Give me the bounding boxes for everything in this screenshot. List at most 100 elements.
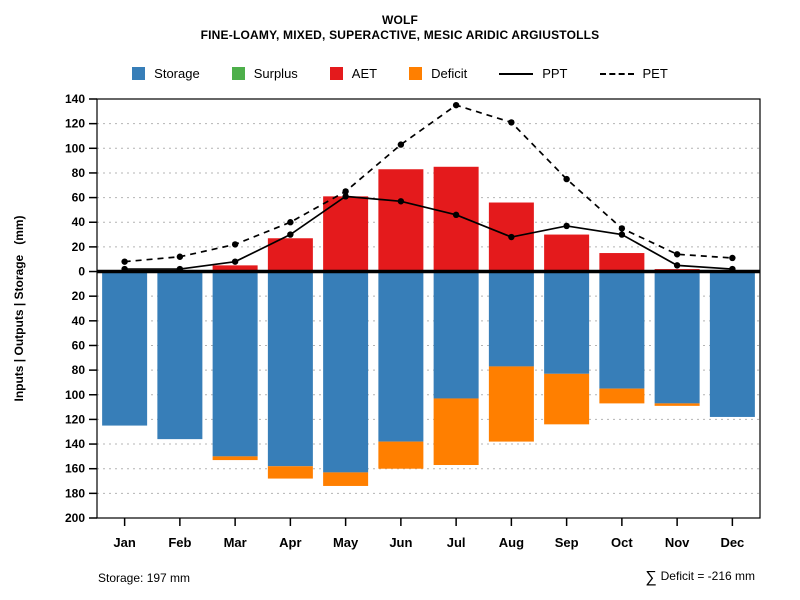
aet-bar-May bbox=[323, 196, 369, 272]
y-tick-label: 100 bbox=[65, 388, 85, 402]
y-tick-label: 160 bbox=[65, 462, 85, 476]
month-label-Apr: Apr bbox=[279, 535, 301, 550]
y-tick-label: 140 bbox=[65, 92, 85, 106]
pet-line bbox=[124, 104, 733, 263]
legend-label: PPT bbox=[542, 66, 568, 81]
month-label-Aug: Aug bbox=[499, 535, 524, 550]
sigma-symbol: ∑ bbox=[645, 569, 657, 586]
deficit-bar-Oct bbox=[599, 388, 645, 404]
deficit-bar-Sep bbox=[544, 373, 590, 425]
ppt-point-Jun bbox=[397, 198, 405, 205]
y-tick-label: 60 bbox=[72, 191, 86, 205]
ppt-line-sample-icon bbox=[499, 72, 534, 75]
storage-bar-Mar bbox=[212, 271, 258, 457]
deficit-bar-Nov bbox=[654, 403, 700, 406]
y-tick-label: 120 bbox=[65, 412, 85, 426]
storage-note: Storage: 197 mm bbox=[98, 571, 191, 585]
storage-swatch-icon bbox=[132, 67, 146, 80]
legend-label: Surplus bbox=[253, 66, 298, 81]
chart-title: WOLF bbox=[381, 13, 419, 27]
y-tick-label: 60 bbox=[72, 338, 86, 352]
month-label-Jan: Jan bbox=[113, 535, 135, 550]
storage-bar-Jan bbox=[102, 271, 148, 426]
aet-bar-Jun bbox=[378, 169, 424, 272]
storage-bar-Jun bbox=[378, 271, 424, 442]
storage-bar-Jul bbox=[433, 271, 479, 399]
pet-point-Jul bbox=[452, 101, 460, 109]
legend-item-surplus: Surplus bbox=[231, 66, 298, 81]
legend-item-ppt: PPT bbox=[499, 66, 568, 81]
ppt-line bbox=[124, 195, 733, 270]
ppt-point-Jan bbox=[121, 265, 128, 273]
pet-point-Aug bbox=[508, 119, 515, 126]
storage-bar-Dec bbox=[709, 271, 755, 417]
ppt-point-Jul bbox=[452, 211, 460, 219]
aet-bar-Sep bbox=[544, 234, 590, 272]
aet-bar-Apr bbox=[267, 238, 313, 272]
chart-subtitle: FINE-LOAMY, MIXED, SUPERACTIVE, MESIC AR… bbox=[200, 28, 600, 42]
ppt-point-Apr bbox=[287, 231, 294, 238]
gridlines bbox=[97, 98, 760, 519]
y-tick-label: 0 bbox=[78, 265, 85, 279]
storage-bar-Oct bbox=[599, 271, 645, 389]
legend-label: PET bbox=[642, 66, 668, 81]
deficit-bar-Jun bbox=[378, 441, 424, 469]
aet-bar-Mar bbox=[212, 265, 258, 272]
pet-point-Jun bbox=[397, 141, 405, 148]
deficit-bar-Jul bbox=[433, 398, 479, 466]
y-tick-label: 80 bbox=[72, 363, 86, 377]
series-lines bbox=[121, 101, 736, 273]
month-label-Mar: Mar bbox=[224, 535, 247, 550]
deficit-note-text: Deficit = -216 mm bbox=[660, 569, 755, 583]
pet-line-sample-icon bbox=[599, 72, 634, 75]
deficit-swatch-icon bbox=[409, 67, 423, 80]
ppt-point-Nov bbox=[673, 262, 681, 269]
month-label-Jun: Jun bbox=[389, 535, 412, 550]
y-tick-label: 80 bbox=[72, 166, 86, 180]
axes: 2001801601401201008060402002040608010012… bbox=[12, 92, 761, 550]
surplus-swatch-icon bbox=[231, 67, 245, 80]
legend-item-pet: PET bbox=[599, 66, 668, 81]
ppt-point-Feb bbox=[176, 265, 184, 273]
legend-item-deficit: Deficit bbox=[409, 66, 467, 81]
pet-point-Oct bbox=[618, 225, 626, 232]
pet-point-Apr bbox=[287, 219, 294, 226]
deficit-bar-May bbox=[323, 472, 369, 486]
ppt-point-Mar bbox=[231, 258, 239, 265]
pet-point-May bbox=[342, 188, 349, 195]
ppt-point-Dec bbox=[729, 265, 736, 273]
ppt-point-Aug bbox=[508, 233, 515, 241]
pet-point-Mar bbox=[231, 241, 239, 248]
storage-bar-Sep bbox=[544, 271, 590, 374]
pet-point-Dec bbox=[729, 254, 736, 262]
legend-label: AET bbox=[351, 66, 378, 81]
y-tick-label: 100 bbox=[65, 141, 85, 155]
aet-bar-Jul bbox=[433, 166, 479, 272]
month-label-May: May bbox=[333, 535, 359, 550]
deficit-bar-Mar bbox=[212, 456, 258, 461]
pet-point-Nov bbox=[673, 251, 681, 258]
deficit-bar-Aug bbox=[488, 366, 534, 442]
y-tick-label: 40 bbox=[72, 215, 86, 229]
pet-point-Sep bbox=[563, 175, 570, 183]
ppt-point-Sep bbox=[563, 222, 570, 230]
y-tick-label: 120 bbox=[65, 117, 85, 131]
month-label-Sep: Sep bbox=[555, 535, 579, 550]
storage-bar-Aug bbox=[488, 271, 534, 367]
storage-bar-May bbox=[323, 271, 369, 473]
chart-legend: Storage Surplus AET Deficit PPT PET bbox=[0, 66, 800, 81]
month-label-Oct: Oct bbox=[611, 535, 633, 550]
y-tick-label: 200 bbox=[65, 511, 85, 525]
month-label-Nov: Nov bbox=[665, 535, 690, 550]
storage-bar-Feb bbox=[157, 271, 203, 440]
y-tick-label: 20 bbox=[72, 240, 86, 254]
month-label-Jul: Jul bbox=[447, 535, 466, 550]
month-label-Feb: Feb bbox=[168, 535, 191, 550]
month-label-Dec: Dec bbox=[720, 535, 744, 550]
legend-label: Deficit bbox=[431, 66, 468, 81]
pet-point-Feb bbox=[176, 253, 184, 260]
deficit-note: ∑ Deficit = -216 mm bbox=[645, 569, 755, 587]
aet-bar-Oct bbox=[599, 253, 645, 272]
storage-bar-Apr bbox=[267, 271, 313, 467]
